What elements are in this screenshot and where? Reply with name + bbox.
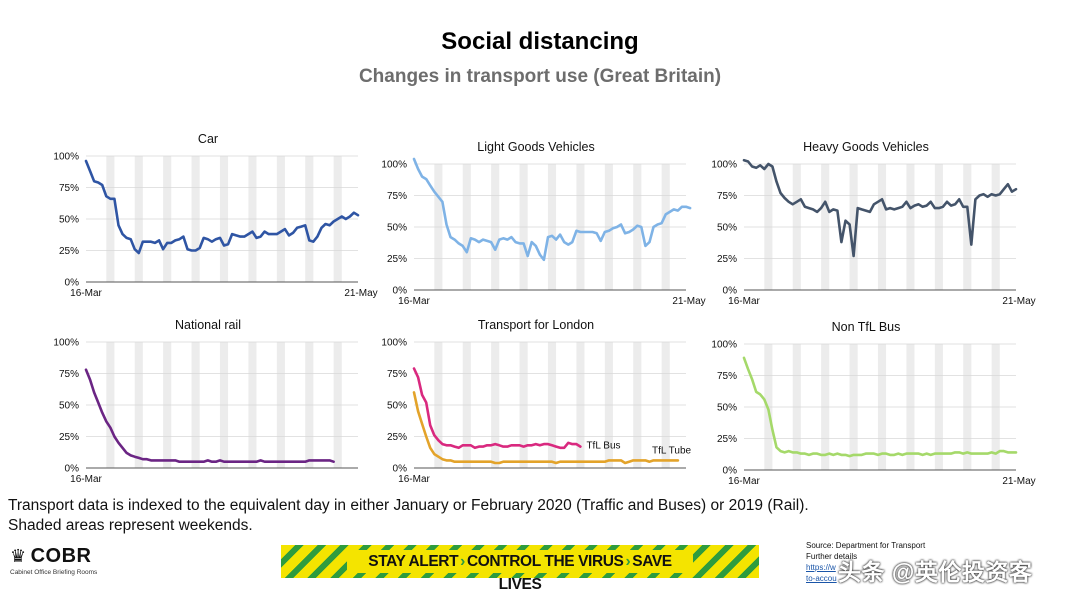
series-line-national-rail (84, 368, 335, 463)
logo-name: COBR (30, 545, 92, 567)
y-tick-label: 25% (59, 246, 79, 257)
series-line-non-tfl-bus (742, 356, 1018, 458)
banner-part-1: STAY ALERT (368, 553, 459, 570)
y-tick-label: 100% (381, 338, 407, 349)
y-tick-label: 25% (387, 432, 407, 443)
y-tick-label: 25% (59, 432, 79, 443)
chart-svg: Transport for London 0% 25% 50% 75% 100% 16-Ma… (381, 318, 692, 485)
chart-title: Transport for London (478, 318, 594, 332)
chart-light-goods-vehicles: Light Goods Vehicles 0% 25% 50% 75% 100% 16-Ma… (368, 134, 705, 314)
x-tick-label-end: 21-May (672, 296, 705, 307)
page-title: Social distancing (441, 28, 639, 55)
source-link-2[interactable]: to-accou (806, 574, 837, 583)
series-label-tfl-bus: TfL Bus (586, 441, 620, 452)
chart-svg: Light Goods Vehicles 0% 25% 50% 75% 100% 16-Ma… (381, 140, 705, 307)
logo-subtitle: Cabinet Office Briefing Rooms (10, 569, 98, 576)
y-tick-label: 0% (393, 464, 408, 475)
chart-car: Car 0% 25% 50% 75% 100% 16-Mar 21-May (40, 126, 377, 306)
footnote: Transport data is indexed to the equival… (8, 496, 809, 536)
banner-separator-icon: › (460, 553, 465, 570)
y-tick-label: 75% (387, 369, 407, 380)
royal-crest-icon: ♛ (10, 546, 27, 566)
y-tick-label: 75% (717, 371, 737, 382)
y-tick-label: 25% (717, 434, 737, 445)
chart-title: Heavy Goods Vehicles (803, 140, 929, 154)
source-line-1: Source: Department for Transport (806, 541, 926, 550)
page-subtitle: Changes in transport use (Great Britain) (358, 66, 722, 87)
x-tick-label-end: 21-May (344, 288, 377, 299)
footnote-line-1: Transport data is indexed to the equival… (8, 497, 809, 514)
chart-transport-for-london: Transport for London 0% 25% 50% 75% 100% 16-Ma… (368, 312, 698, 492)
series-line-car (84, 159, 360, 255)
chart-title: Light Goods Vehicles (477, 140, 594, 154)
series-line-light-goods-vehicles (412, 157, 692, 262)
series-line-tfl-bus (412, 367, 582, 450)
y-tick-label: 100% (711, 160, 737, 171)
y-tick-label: 25% (387, 254, 407, 265)
banner-text: STAY ALERT › CONTROL THE VIRUS › SAVE LIVES (347, 550, 693, 593)
y-tick-label: 25% (717, 254, 737, 265)
chart-non-tfl-bus: Non TfL Bus 0% 25% 50% 75% 100% 16-Mar 21-May (698, 314, 1035, 494)
x-tick-label-start: 16-Mar (728, 476, 760, 487)
chart-title: Car (198, 132, 218, 146)
source-link[interactable]: https://w (806, 563, 836, 572)
chart-heavy-goods-vehicles: Heavy Goods Vehicles 0% 25% 50% 75% 100% 16-Ma… (698, 134, 1035, 314)
y-tick-label: 50% (717, 403, 737, 414)
y-tick-label: 50% (387, 401, 407, 412)
y-tick-label: 75% (387, 191, 407, 202)
chart-title: National rail (175, 318, 241, 332)
y-tick-label: 0% (65, 464, 80, 475)
y-tick-label: 0% (65, 278, 80, 289)
chart-svg: Car 0% 25% 50% 75% 100% 16-Mar 21-May (53, 132, 377, 299)
y-tick-label: 50% (387, 223, 407, 234)
y-tick-label: 0% (393, 286, 408, 297)
x-tick-label-end: 21-May (1002, 296, 1035, 307)
footnote-line-2: Shaded areas represent weekends. (8, 517, 253, 534)
y-tick-label: 100% (53, 338, 79, 349)
y-tick-label: 50% (717, 223, 737, 234)
x-tick-label-start: 16-Mar (398, 296, 430, 307)
chart-svg: National rail 0% 25% 50% 75% 100% 16-Mar (53, 318, 358, 485)
banner-part-2: CONTROL THE VIRUS (466, 553, 624, 570)
x-tick-label-end: 21-May (1002, 476, 1035, 487)
source-note: Source: Department for Transport Further… (806, 540, 925, 584)
x-tick-label-start: 16-Mar (70, 288, 102, 299)
y-tick-label: 50% (59, 215, 79, 226)
watermark: 头条 @英伦投资客 (838, 559, 1033, 585)
y-tick-label: 100% (381, 160, 407, 171)
chart-national-rail: National rail 0% 25% 50% 75% 100% 16-Mar (40, 312, 370, 492)
y-tick-label: 0% (723, 466, 738, 477)
x-tick-label-start: 16-Mar (398, 474, 430, 485)
chart-title: Non TfL Bus (832, 320, 901, 334)
series-label-tfl-tube: TfL Tube (652, 445, 692, 456)
x-tick-label-start: 16-Mar (70, 474, 102, 485)
y-tick-label: 0% (723, 286, 738, 297)
chart-svg: Non TfL Bus 0% 25% 50% 75% 100% 16-Mar 21-May (711, 320, 1035, 487)
y-tick-label: 75% (59, 369, 79, 380)
y-tick-label: 100% (53, 152, 79, 163)
chart-svg: Heavy Goods Vehicles 0% 25% 50% 75% 100% 16-Ma… (711, 140, 1035, 307)
source-line-2: Further details (806, 552, 858, 561)
y-tick-label: 75% (717, 191, 737, 202)
y-tick-label: 50% (59, 401, 79, 412)
stay-alert-banner: STAY ALERT › CONTROL THE VIRUS › SAVE LIVES (281, 545, 759, 593)
x-tick-label-start: 16-Mar (728, 296, 760, 307)
banner-separator-icon: › (625, 553, 631, 570)
banner-part-3: SAVE LIVES (498, 553, 673, 593)
y-tick-label: 75% (59, 183, 79, 194)
cobr-logo: ♛ COBR Cabinet Office Briefing Rooms (10, 545, 97, 576)
series-line-heavy-goods-vehicles (742, 158, 1018, 258)
y-tick-label: 100% (711, 340, 737, 351)
series-line-tfl-tube (412, 391, 680, 465)
